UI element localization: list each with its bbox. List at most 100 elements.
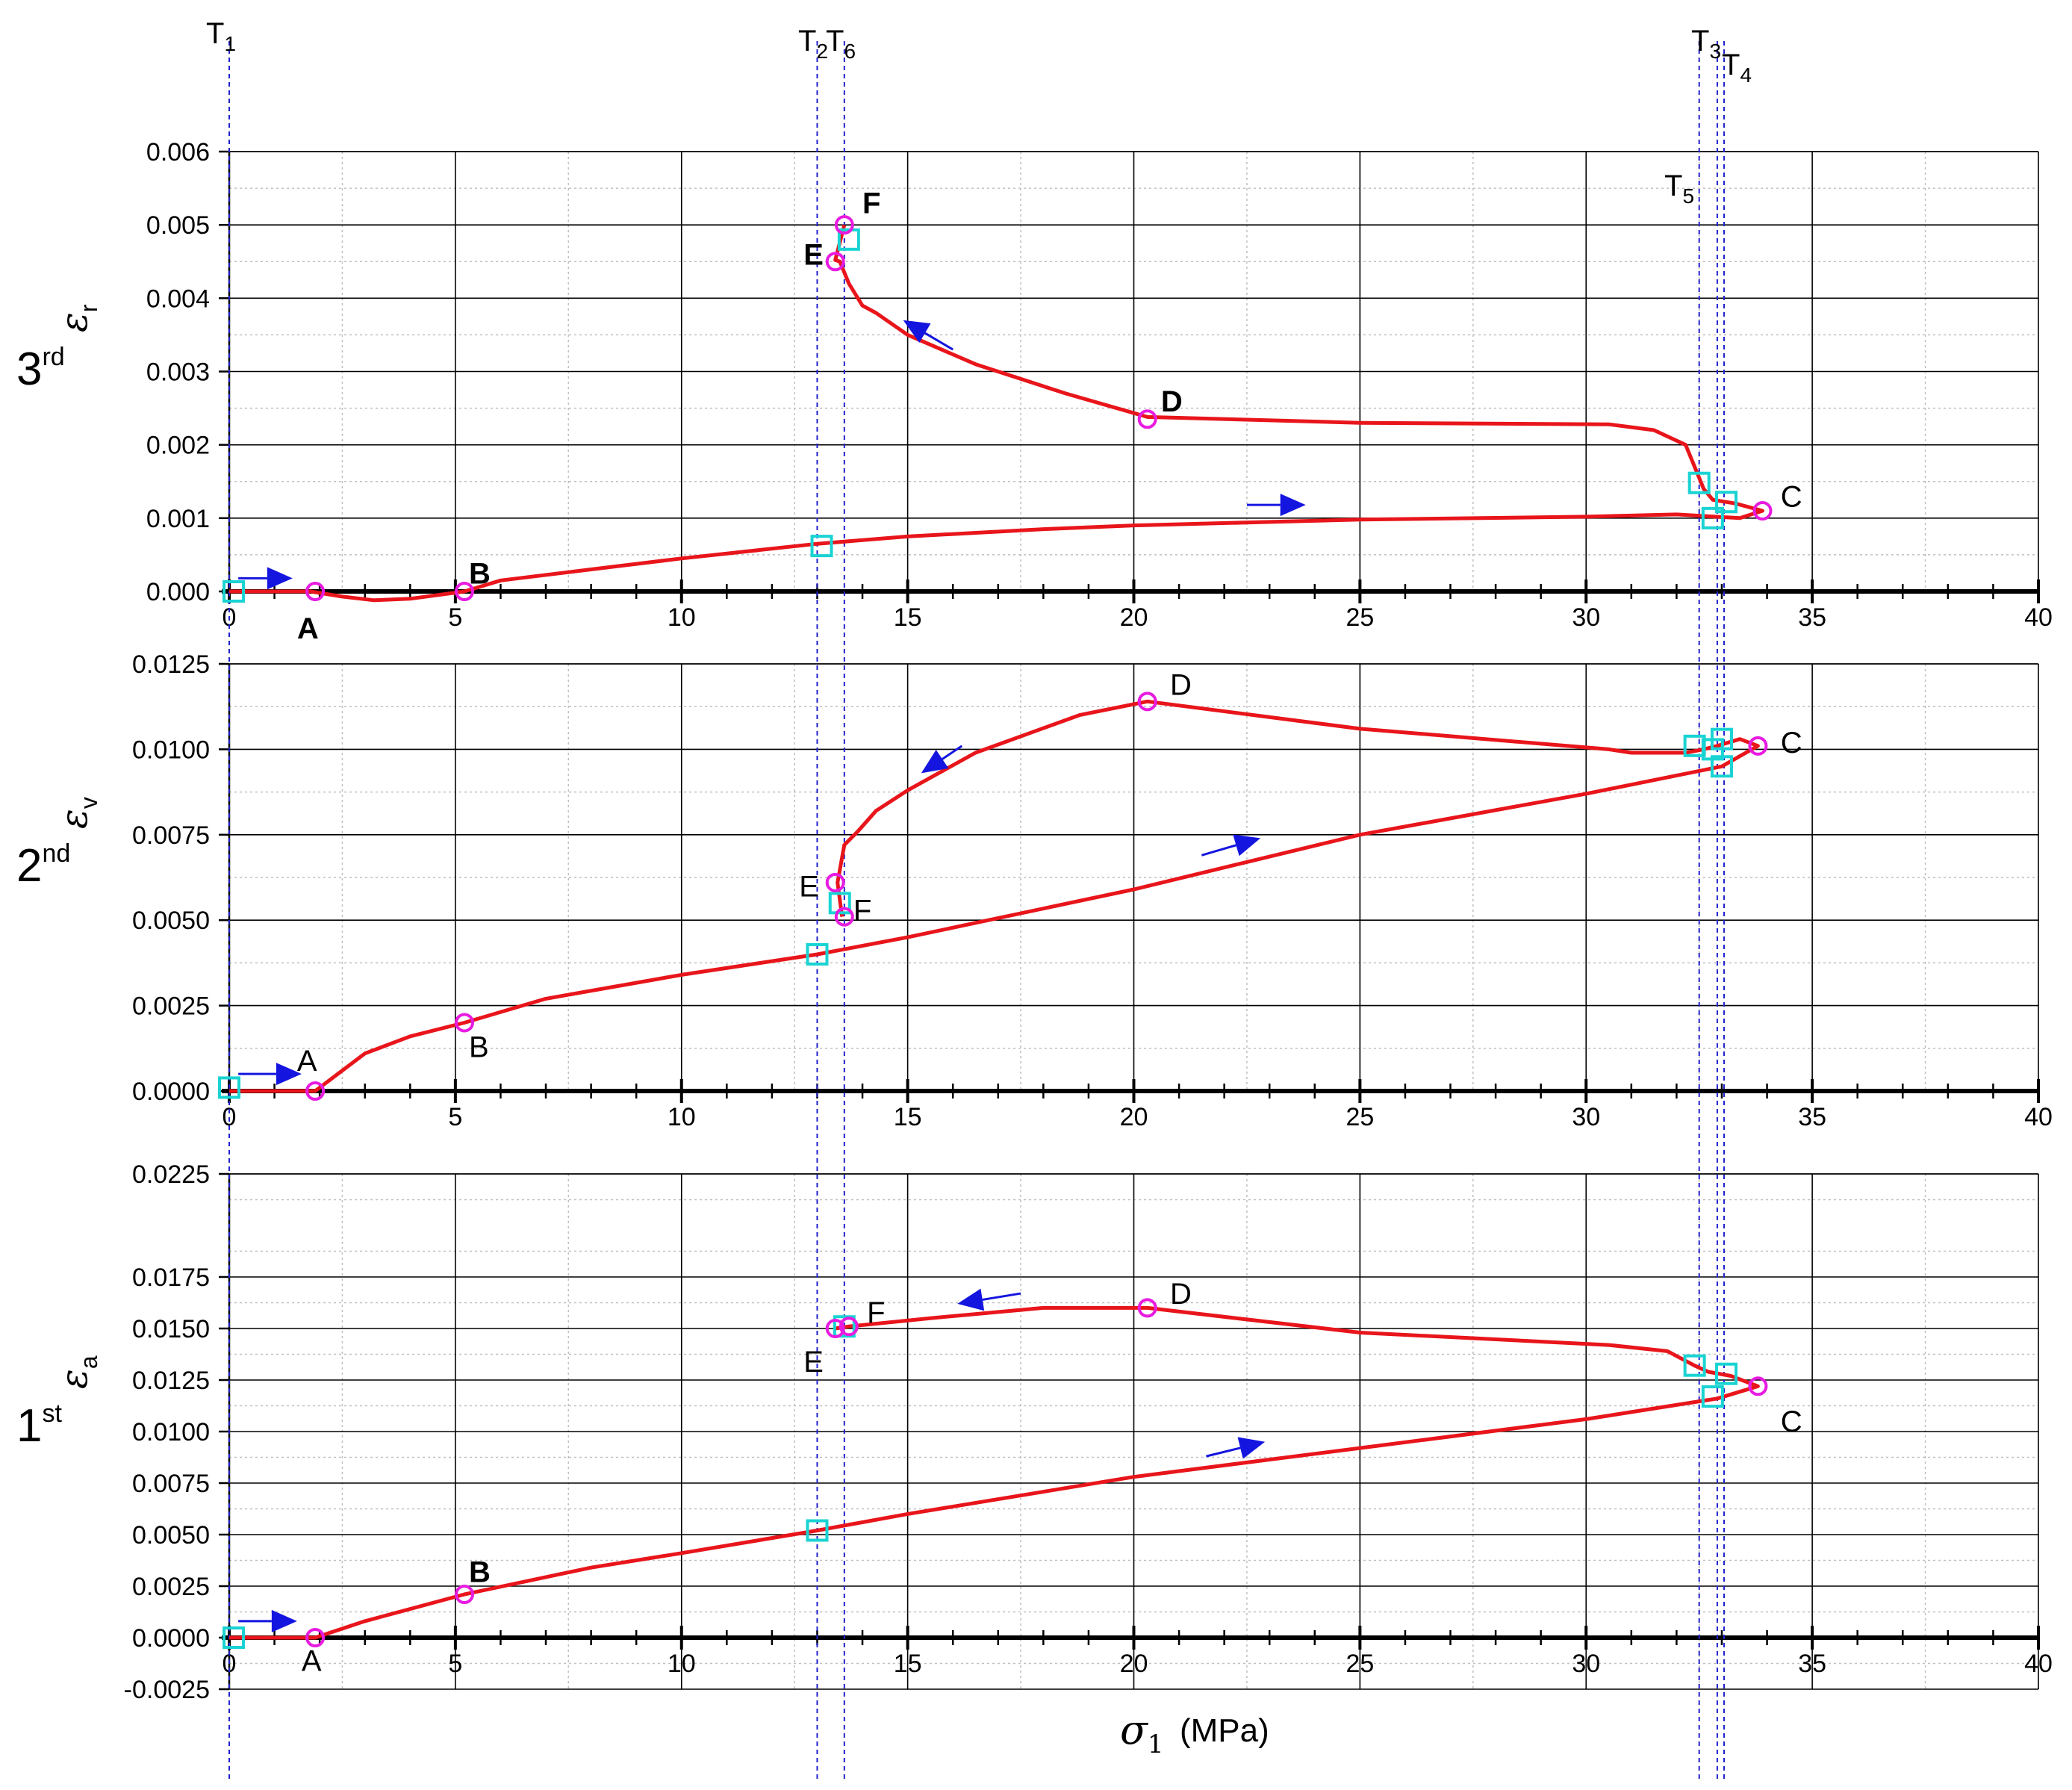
panel-1st-y-tick-label: 0.0050 [132, 1521, 210, 1550]
panel-1st-direction-arrow-shaft [1206, 1446, 1241, 1458]
panel-2nd-direction-arrow-shaft [1201, 844, 1236, 857]
panel-1st-direction-arrow-head [1237, 1437, 1266, 1459]
panel-1st-point-label-B: B [469, 1556, 491, 1589]
panel-2nd-threshold-square-marker [218, 1076, 240, 1099]
panel-2nd-x-tick-label: 5 [448, 1103, 462, 1131]
panel-3rd-point-label-B: B [469, 557, 491, 590]
panel-3rd-point-B [454, 582, 474, 601]
panel-3rd-point-label-A: A [297, 612, 319, 645]
panel-2nd-threshold-square-marker [828, 892, 851, 915]
panel-3rd-y-tick-label: 0.003 [146, 358, 210, 387]
panel-1st-x-tick-label: 40 [2024, 1650, 2053, 1678]
panel-3rd-point-label-F: F [862, 187, 880, 220]
panel-3rd-y-tick-label: 0.004 [146, 285, 210, 313]
panel-2nd-strain-curve [229, 699, 1760, 1093]
panel-2nd-y-tick-label: 0.0025 [132, 992, 210, 1021]
vertical-marker-label-T6: T6 [826, 25, 856, 63]
panel-1st-threshold-square-marker [1701, 1385, 1724, 1408]
panel-3rd-ordinal-label: 3rd [16, 343, 65, 395]
panel-3rd-point-label-C: C [1781, 480, 1802, 513]
grid-layer [228, 151, 2039, 1690]
panel-2nd-point-C [1748, 736, 1768, 756]
panel-3rd-threshold-square-marker [837, 228, 860, 251]
panel-1st-threshold-square-marker [1683, 1354, 1706, 1377]
panel-2nd-direction-arrow-head [921, 750, 949, 774]
vertical-marker-label-T2: T2 [798, 25, 828, 63]
panel-3rd-x-tick-label: 35 [1798, 603, 1826, 632]
panel-2nd-point-label-D: D [1170, 668, 1192, 701]
panel-1st-x-tick-label: 5 [448, 1650, 462, 1678]
panel-1st-x-tick-label: 25 [1345, 1650, 1374, 1678]
panel-2nd-point-B [454, 1013, 474, 1033]
panel-3rd-point-C [1752, 501, 1773, 521]
panel-3rd-threshold-square-marker [1715, 491, 1738, 514]
panel-3rd-direction-arrow-head [903, 320, 931, 343]
panel-1st-direction-arrow-shaft [982, 1292, 1021, 1301]
panel-3rd-epsilon-label: εr [52, 304, 102, 332]
vertical-marker-label-T5: T5 [1664, 170, 1694, 208]
panel-1st-point-E [825, 1319, 845, 1338]
panel-1st-y-tick-label: 0.0100 [132, 1418, 210, 1446]
panel-3rd-point-label-D: D [1161, 385, 1183, 418]
panel-1st-point-label-C: C [1781, 1405, 1802, 1438]
panel-1st-x-tick-label: 10 [668, 1650, 696, 1678]
panel-1st-epsilon-label: εa [52, 1355, 102, 1389]
panel-2nd-y-tick-label: 0.0100 [132, 736, 210, 764]
panel-2nd-threshold-square-marker [1710, 727, 1733, 751]
panel-3rd-y-tick-label: 0.006 [146, 138, 210, 167]
panel-3rd-threshold-square-marker [1701, 506, 1724, 529]
panel-1st-point-D [1137, 1298, 1157, 1318]
panel-2nd-x-tick-label: 35 [1798, 1103, 1826, 1131]
panel-2nd-threshold-square-marker [806, 942, 829, 966]
data-layer [218, 215, 1773, 1649]
panel-1st-point-C [1748, 1376, 1768, 1396]
panel-1st-y-tick-label: 0.0225 [132, 1160, 210, 1189]
panel-3rd-y-tick-label: 0.001 [146, 505, 210, 533]
vertical-marker-label-T1: T1 [206, 17, 236, 55]
panel-2nd-y-tick-label: 0.0075 [132, 821, 210, 850]
panel-2nd-x-tick-label: 10 [668, 1103, 696, 1131]
panel-3rd-x-tick-label: 40 [2024, 603, 2053, 632]
panel-3rd-direction-arrow-head [267, 567, 293, 590]
panel-2nd-x-tick-label: 30 [1572, 1103, 1600, 1131]
panel-1st-x-tick-label: 15 [894, 1650, 922, 1678]
panel-3rd-direction-arrow-head [1280, 494, 1306, 517]
panel-2nd-x-tick-label: 40 [2024, 1103, 2053, 1131]
panel-1st-threshold-square-marker [223, 1626, 246, 1649]
panel-3rd-direction-arrow-shaft [924, 332, 953, 351]
panel-2nd-point-A [305, 1081, 326, 1101]
panel-3rd-threshold-square-marker [810, 535, 833, 558]
panel-1st-y-tick-label: 0.0150 [132, 1315, 210, 1343]
panel-2nd-direction-arrow-shaft [942, 745, 963, 760]
panel-1st-direction-arrow-head [271, 1609, 297, 1632]
panel-1st-ordinal-label: 1st [16, 1399, 62, 1452]
panel-2nd-point-label-B: B [469, 1031, 489, 1064]
panel-3rd-threshold-square-marker [1687, 471, 1711, 494]
panel-3rd-point-D [1137, 409, 1157, 429]
panel-1st-point-label-A: A [302, 1644, 322, 1677]
panel-3rd-y-tick-label: 0.002 [146, 432, 210, 460]
panel-3rd-x-tick-label: 30 [1572, 603, 1600, 632]
panel-1st-x-tick-label: 20 [1120, 1650, 1148, 1678]
panel-2nd-direction-arrow-head [1233, 834, 1261, 857]
panel-1st-strain-curve [229, 1305, 1760, 1640]
panel-3rd-strain-curve [229, 224, 1764, 603]
panel-2nd-y-tick-label: 0.0050 [132, 907, 210, 935]
panel-3rd-point-F [834, 215, 854, 235]
axes-layer: 0 5 10 15 20 25 30 35 400.0000.0010.0020.0030.00… [124, 138, 2053, 1704]
panel-2nd-x-tick-label: 15 [894, 1103, 922, 1131]
panel-3rd-y-tick-label: 0.000 [146, 578, 210, 606]
panel-1st-point-A [305, 1628, 326, 1647]
panel-1st-threshold-square-marker [833, 1315, 856, 1338]
panel-3rd-x-tick-label: 25 [1345, 603, 1374, 632]
panel-2nd-point-F [834, 907, 854, 927]
panel-2nd-point-label-C: C [1781, 727, 1802, 759]
panel-2nd-point-label-E: E [799, 870, 819, 903]
panel-1st-direction-arrow-head [957, 1288, 985, 1311]
panel-2nd-epsilon-label: εv [52, 797, 102, 829]
panel-2nd-point-label-F: F [853, 894, 871, 927]
panel-1st-y-tick-label: 0.0125 [132, 1367, 210, 1395]
panel-2nd-threshold-square-marker [1710, 755, 1733, 778]
panel-2nd-point-E [825, 872, 845, 892]
